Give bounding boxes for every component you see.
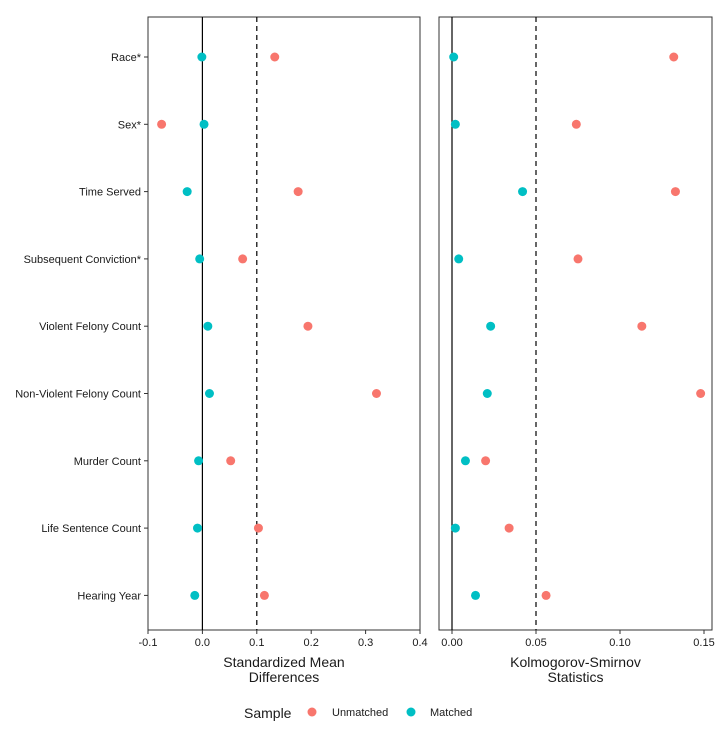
- category-label: Violent Felony Count: [39, 321, 141, 333]
- legend: Sample Unmatched Matched: [244, 705, 472, 721]
- legend-swatch-unmatched: [307, 707, 317, 717]
- point-matched: [460, 456, 470, 466]
- point-matched: [182, 187, 192, 197]
- x-axis-label: Kolmogorov-Smirnov: [510, 654, 641, 670]
- point-matched: [194, 456, 204, 466]
- point-matched: [195, 254, 205, 264]
- point-unmatched: [270, 52, 280, 62]
- x-tick-label: 0.4: [412, 637, 427, 649]
- x-axis-label: Standardized Mean: [223, 654, 344, 670]
- point-matched: [190, 590, 200, 600]
- x-tick-label: 0.0: [195, 637, 210, 649]
- point-unmatched: [481, 456, 491, 466]
- x-tick-label: 0.2: [304, 637, 319, 649]
- x-tick-label: 0.1: [249, 637, 264, 649]
- point-unmatched: [238, 254, 248, 264]
- point-matched: [449, 52, 459, 62]
- point-matched: [193, 523, 203, 533]
- legend-label-unmatched: Unmatched: [332, 707, 388, 719]
- x-tick-label: 0.3: [358, 637, 373, 649]
- point-matched: [450, 523, 460, 533]
- point-matched: [450, 119, 460, 129]
- point-unmatched: [696, 389, 706, 398]
- category-label: Murder Count: [74, 456, 141, 468]
- category-label: Hearing Year: [77, 590, 141, 602]
- point-unmatched: [293, 187, 303, 197]
- category-label: Non-Violent Felony Count: [15, 389, 141, 401]
- x-tick-label: 0.00: [441, 637, 462, 649]
- point-unmatched: [541, 590, 551, 600]
- category-label: Subsequent Conviction*: [24, 254, 142, 266]
- category-label: Race*: [111, 52, 142, 64]
- point-unmatched: [571, 119, 581, 129]
- point-matched: [471, 590, 481, 600]
- point-matched: [482, 389, 492, 398]
- panel-border: [147, 16, 421, 631]
- point-unmatched: [371, 389, 381, 398]
- x-axis-label: Statistics: [547, 669, 603, 685]
- point-unmatched: [259, 590, 269, 600]
- point-unmatched: [573, 254, 583, 264]
- point-unmatched: [226, 456, 236, 466]
- point-unmatched: [669, 52, 679, 62]
- legend-label-matched: Matched: [430, 707, 472, 719]
- legend-title: Sample: [244, 705, 292, 721]
- chart-panels: Race* Sex* Time Served Subsequent Convictio…: [15, 16, 715, 685]
- point-matched: [454, 254, 464, 264]
- panel-border: [438, 16, 713, 631]
- x-tick-label: -0.1: [139, 637, 158, 649]
- legend-swatch-matched: [406, 707, 416, 717]
- point-unmatched: [303, 321, 313, 331]
- point-unmatched: [253, 523, 263, 533]
- point-matched: [204, 389, 214, 398]
- point-matched: [203, 321, 213, 331]
- point-unmatched: [670, 187, 680, 197]
- point-matched: [199, 119, 209, 129]
- point-matched: [486, 321, 496, 331]
- point-matched: [518, 187, 528, 197]
- category-label: Life Sentence Count: [41, 523, 141, 535]
- category-label: Sex*: [118, 119, 142, 131]
- panel-1: -0.1 0.0 0.1 0.2 0.3 0.4 Standardized MeanDiff…: [139, 16, 428, 685]
- x-tick-label: 0.10: [609, 637, 630, 649]
- point-matched: [197, 52, 207, 62]
- x-tick-label: 0.05: [525, 637, 546, 649]
- panel-2: 0.00 0.05 0.10 0.15 Kolmogorov-SmirnovStatis…: [438, 16, 715, 685]
- point-unmatched: [157, 119, 167, 129]
- category-label: Time Served: [79, 187, 141, 199]
- point-unmatched: [637, 321, 647, 331]
- point-unmatched: [504, 523, 514, 533]
- x-tick-label: 0.15: [693, 637, 714, 649]
- x-axis-label: Differences: [249, 669, 320, 685]
